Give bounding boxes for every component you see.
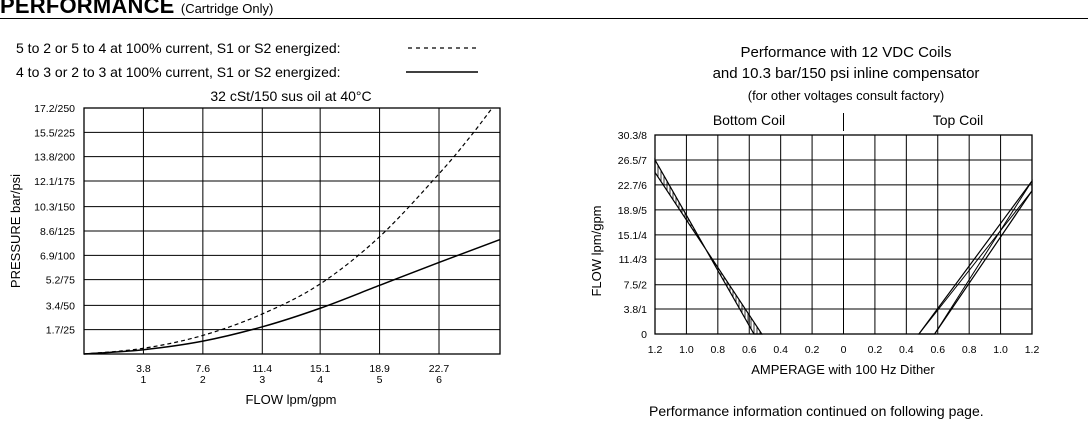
y-tick-label: 22.7/6 xyxy=(618,180,647,192)
y-tick-label: 8.6/125 xyxy=(40,226,75,238)
left-plot-frame xyxy=(83,107,501,355)
x-tick-label: 0.2 xyxy=(868,344,883,356)
x-tick-label-gpm: 5 xyxy=(377,374,383,386)
band-top-coil xyxy=(917,179,1033,335)
left-chart-title: 32 cSt/150 sus oil at 40°C xyxy=(210,88,371,104)
right-chart-title-line3: (for other voltages consult factory) xyxy=(748,88,945,103)
x-tick-label: 0.2 xyxy=(805,344,820,356)
band-bottom-coil xyxy=(654,157,763,335)
y-tick-label: 10.3/150 xyxy=(34,202,75,214)
x-tick-label-gpm: 3 xyxy=(259,374,265,386)
x-tick-label: 18.9 xyxy=(369,363,390,375)
y-tick-label: 3.4/50 xyxy=(46,300,75,312)
left-y-axis-label: PRESSURE bar/psi xyxy=(8,174,23,288)
y-tick-label: 6.9/100 xyxy=(40,250,75,262)
x-tick-label-gpm: 6 xyxy=(436,374,442,386)
y-tick-label: 26.5/7 xyxy=(618,155,647,167)
section-label-bottom-coil: Bottom Coil xyxy=(713,112,785,128)
series-line-solid xyxy=(83,238,501,355)
y-tick-label: 3.8/1 xyxy=(624,304,648,316)
x-tick-label: 0.6 xyxy=(930,344,945,356)
y-tick-label: 1.7/25 xyxy=(46,325,75,337)
x-tick-label: 0.4 xyxy=(899,344,914,356)
x-tick-label: 1.2 xyxy=(1025,344,1040,356)
band-top-coil-cross xyxy=(918,190,1033,335)
section-subtitle: (Cartridge Only) xyxy=(180,1,274,16)
section-title: PERFORMANCE xyxy=(0,0,175,18)
x-tick-label: 7.6 xyxy=(196,363,211,375)
x-tick-label: 1.0 xyxy=(679,344,694,356)
x-tick-label: 3.8 xyxy=(136,363,151,375)
x-tick-label: 11.4 xyxy=(252,363,272,375)
x-tick-label: 0.8 xyxy=(962,344,977,356)
right-x-axis-label: AMPERAGE with 100 Hz Dither xyxy=(751,362,935,377)
x-tick-label: 22.7 xyxy=(429,363,450,375)
footer-note: Performance information continued on fol… xyxy=(649,403,984,419)
y-tick-label: 13.8/200 xyxy=(34,152,75,164)
left-x-axis-label: FLOW lpm/gpm xyxy=(245,392,336,407)
right-plot-frame xyxy=(654,134,1033,335)
y-tick-label: 0 xyxy=(641,329,647,341)
section-label-top-coil: Top Coil xyxy=(933,112,984,128)
y-tick-label: 11.4/3 xyxy=(619,254,648,266)
right-y-axis-label: FLOW lpm/gpm xyxy=(589,205,604,296)
y-tick-label: 12.1/175 xyxy=(34,176,75,188)
y-tick-label: 15.5/225 xyxy=(34,127,75,139)
right-chart-title-line1: Performance with 12 VDC Coils xyxy=(741,44,952,61)
header-rule xyxy=(0,18,1088,19)
series-line-dashed xyxy=(83,107,493,355)
x-tick-label-gpm: 4 xyxy=(317,374,323,386)
section-header: PERFORMANCE (Cartridge Only) xyxy=(0,0,273,19)
x-tick-label: 0 xyxy=(841,344,847,356)
y-tick-label: 15.1/4 xyxy=(618,230,647,242)
legend-label-solid: 4 to 3 or 2 to 3 at 100% current, S1 or … xyxy=(16,64,341,80)
x-tick-label: 15.1 xyxy=(310,363,331,375)
y-tick-label: 7.5/2 xyxy=(624,280,648,292)
y-tick-label: 17.2/250 xyxy=(34,103,75,115)
x-tick-label-gpm: 2 xyxy=(200,374,206,386)
right-chart-title-line2: and 10.3 bar/150 psi inline compensator xyxy=(713,65,980,82)
x-tick-label-gpm: 1 xyxy=(141,374,147,386)
y-tick-label: 5.2/75 xyxy=(46,275,75,287)
x-tick-label: 0.4 xyxy=(773,344,788,356)
y-tick-label: 30.3/8 xyxy=(618,130,647,142)
x-tick-label: 1.0 xyxy=(993,344,1008,356)
x-tick-label: 0.8 xyxy=(711,344,726,356)
legend-label-dashed: 5 to 2 or 5 to 4 at 100% current, S1 or … xyxy=(16,40,341,56)
x-tick-label: 1.2 xyxy=(648,344,663,356)
y-tick-label: 18.9/5 xyxy=(618,205,647,217)
x-tick-label: 0.6 xyxy=(742,344,757,356)
band-top-coil-cross xyxy=(934,180,1033,335)
